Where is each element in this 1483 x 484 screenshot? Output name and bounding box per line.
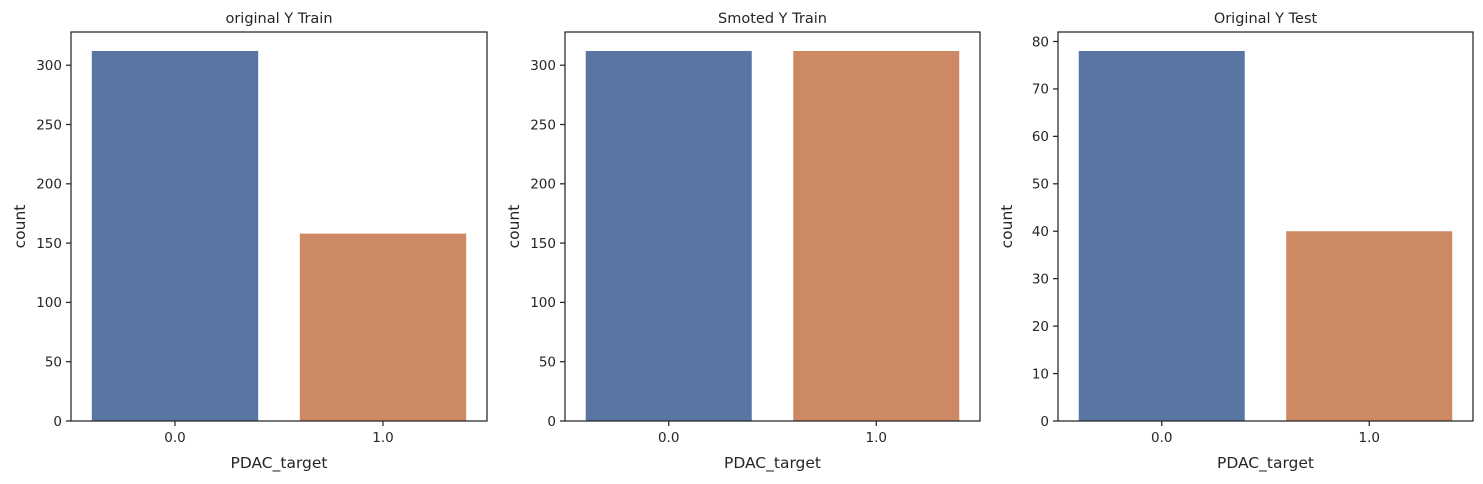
y-tick-label: 50: [1032, 177, 1049, 193]
y-tick-label: 150: [530, 236, 556, 252]
bar-0.0: [91, 50, 259, 421]
y-axis-label: count: [11, 205, 29, 249]
bar-1.0: [793, 50, 960, 421]
y-tick-label: 10: [1032, 366, 1049, 382]
plot-frame: [564, 31, 981, 422]
x-tick-label: 1.0: [1359, 430, 1380, 446]
y-tick-label: 100: [36, 295, 62, 311]
y-tick-label: 100: [530, 295, 556, 311]
y-tick-label: 200: [530, 177, 556, 193]
x-tick-label: 0.0: [658, 430, 679, 446]
y-axis-label: count: [998, 205, 1016, 249]
x-tick-label: 1.0: [866, 430, 887, 446]
bar-1.0: [299, 233, 467, 421]
y-tick-label: 0: [1040, 414, 1049, 430]
y-tick-label: 250: [530, 117, 556, 133]
x-tick-label: 1.0: [372, 430, 393, 446]
subplot-1: 0.0 1.0 0 50 100 150 200 250 300 original Y Train…: [11, 11, 488, 473]
plot-frame: [70, 31, 488, 422]
y-tick-label: 50: [539, 355, 556, 371]
subplot-2: 0.0 1.0 0 50 100 150 200 250 300 Smoted Y Train PD…: [505, 11, 981, 473]
subplot-3: 0.0 1.0 0 10 20 30 40 50 60 70 80 Original Y Test PD…: [998, 11, 1474, 473]
x-axis-label: PDAC_target: [724, 454, 821, 473]
chart-title: Smoted Y Train: [718, 11, 827, 27]
y-tick-label: 300: [530, 58, 556, 74]
y-axis-label: count: [505, 205, 523, 249]
y-tick-label: 200: [36, 177, 62, 193]
y-tick-label: 30: [1032, 271, 1049, 287]
x-tick-label: 0.0: [164, 430, 185, 446]
x-tick-label: 0.0: [1151, 430, 1172, 446]
y-tick-label: 20: [1032, 319, 1049, 335]
y-tick-label: 50: [45, 355, 62, 371]
y-tick-label: 250: [36, 117, 62, 133]
y-tick-label: 40: [1032, 224, 1049, 240]
y-tick-label: 300: [36, 58, 62, 74]
bar-1.0: [1286, 231, 1453, 421]
y-tick-label: 60: [1032, 129, 1049, 145]
y-tick-label: 150: [36, 236, 62, 252]
chart-title: Original Y Test: [1214, 11, 1318, 27]
y-tick-label: 80: [1032, 34, 1049, 50]
bar-0.0: [1078, 50, 1245, 421]
bar-0.0: [585, 50, 752, 421]
y-tick-label: 0: [53, 414, 62, 430]
plot-frame: [1057, 31, 1474, 422]
x-axis-label: PDAC_target: [230, 454, 327, 473]
chart-title: original Y Train: [225, 11, 332, 27]
y-tick-label: 0: [547, 414, 556, 430]
y-tick-label: 70: [1032, 82, 1049, 98]
x-axis-label: PDAC_target: [1217, 454, 1314, 473]
